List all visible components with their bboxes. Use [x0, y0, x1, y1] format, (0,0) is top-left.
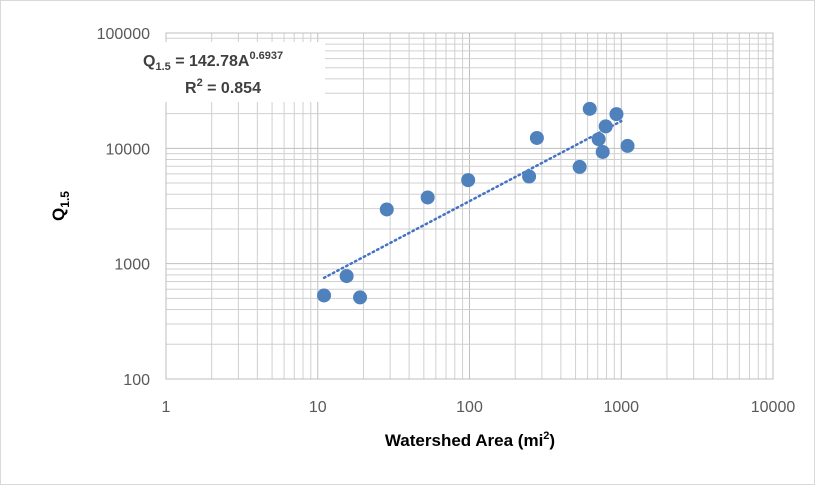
equation-exponent: 0.6937 — [249, 50, 283, 62]
x-axis-title-close: ) — [549, 431, 555, 450]
data-point — [591, 132, 606, 147]
x-tick-label: 1 — [162, 399, 171, 416]
data-point — [420, 190, 435, 205]
y-tick-labels: 100 1000 10000 100000 — [97, 26, 150, 389]
x-tick-label: 100 — [456, 399, 483, 416]
data-point — [620, 138, 635, 153]
equation-box — [135, 42, 325, 102]
x-axis-title-main: Watershed Area (mi — [385, 431, 543, 450]
data-point — [582, 101, 597, 116]
x-tick-label: 10 — [309, 399, 327, 416]
y-axis-title-sub: 1.5 — [58, 191, 72, 208]
r-squared-label: R2 = 0.854 — [185, 77, 261, 97]
y-tick-label: 100000 — [97, 26, 150, 43]
y-tick-label: 100 — [123, 372, 150, 389]
y-tick-label: 1000 — [114, 257, 150, 274]
data-point — [353, 290, 368, 305]
trendline-equation: Q1.5 = 142.78A0.6937 — [143, 50, 283, 73]
data-point — [522, 169, 537, 184]
data-point — [598, 119, 613, 134]
x-tick-label: 1000 — [603, 399, 639, 416]
data-point — [595, 144, 610, 159]
y-axis-title: Q1.5 — [49, 191, 72, 221]
y-tick-label: 10000 — [106, 141, 151, 158]
r-squared-value: = 0.854 — [203, 80, 261, 97]
x-tick-labels: 1 10 100 1000 10000 — [162, 399, 796, 416]
data-point — [339, 269, 354, 284]
data-point — [529, 130, 544, 145]
data-point — [572, 159, 587, 174]
data-point — [461, 173, 476, 188]
y-axis-title-main: Q — [49, 208, 68, 221]
data-point — [609, 107, 624, 122]
equation-rhs: = 142.78A — [171, 53, 250, 70]
r-squared-sup: 2 — [197, 77, 203, 89]
r-squared-r: R — [185, 80, 197, 97]
data-point — [317, 288, 332, 303]
x-axis-title: Watershed Area (mi2) — [385, 430, 555, 450]
data-points — [317, 101, 635, 305]
trendline — [322, 119, 623, 280]
x-axis-title-sup: 2 — [543, 430, 549, 442]
x-tick-label: 10000 — [751, 399, 796, 416]
data-point — [379, 202, 394, 217]
plot-area-border — [165, 32, 774, 380]
equation-lhs: Q — [143, 53, 155, 70]
equation-lhs-subscript: 1.5 — [155, 61, 170, 73]
